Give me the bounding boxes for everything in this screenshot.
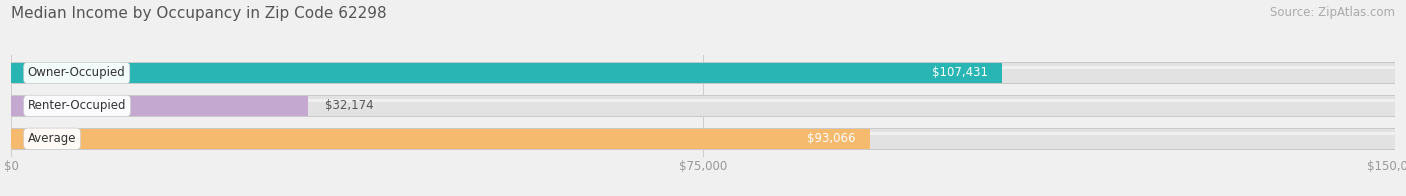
Bar — [11, 63, 1395, 83]
Text: $93,066: $93,066 — [807, 132, 856, 145]
Bar — [11, 95, 1395, 117]
Bar — [11, 99, 1395, 102]
Bar — [11, 132, 1395, 135]
Bar — [11, 96, 308, 116]
Text: Owner-Occupied: Owner-Occupied — [28, 66, 125, 79]
Text: $107,431: $107,431 — [932, 66, 988, 79]
Text: Renter-Occupied: Renter-Occupied — [28, 99, 127, 112]
Bar — [11, 128, 1395, 150]
Bar — [11, 62, 1395, 84]
Text: Average: Average — [28, 132, 76, 145]
Bar — [11, 129, 870, 149]
Text: Median Income by Occupancy in Zip Code 62298: Median Income by Occupancy in Zip Code 6… — [11, 6, 387, 21]
Text: Source: ZipAtlas.com: Source: ZipAtlas.com — [1270, 6, 1395, 19]
Bar — [11, 129, 1395, 149]
Bar — [11, 66, 1395, 69]
Text: $32,174: $32,174 — [325, 99, 373, 112]
Bar — [11, 96, 1395, 116]
Bar — [11, 63, 1002, 83]
